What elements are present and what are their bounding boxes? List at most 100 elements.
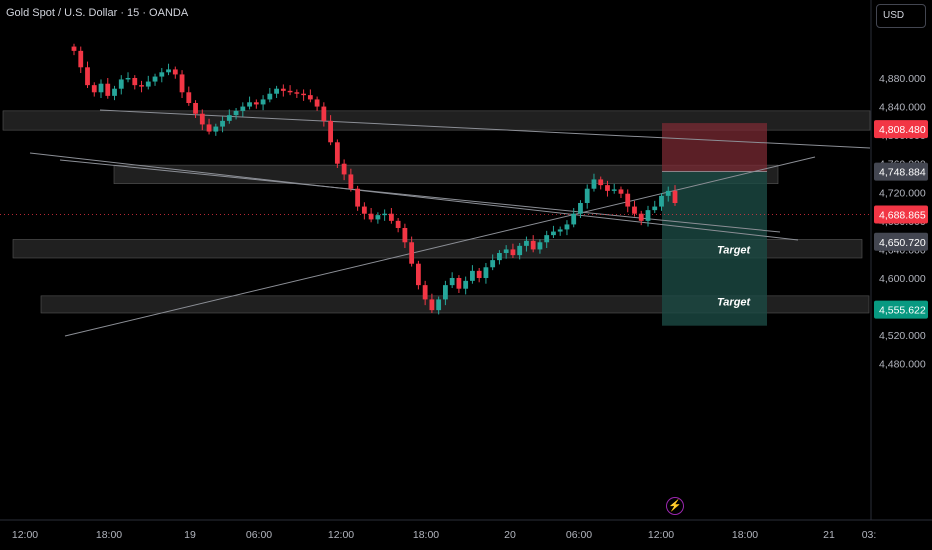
candle-body <box>280 88 286 91</box>
candle-body <box>611 189 617 191</box>
currency-selector[interactable]: USD <box>876 4 926 28</box>
candle-body <box>598 179 604 186</box>
candle-body <box>307 95 313 100</box>
candle-body <box>449 277 455 286</box>
candle-body <box>220 120 225 127</box>
x-tick-label: 06:00 <box>566 529 592 541</box>
candle-body <box>402 227 408 243</box>
candle-body <box>564 224 570 230</box>
candle-body <box>112 88 117 96</box>
candle-body <box>314 99 320 107</box>
y-tick-label: 4,600.000 <box>879 273 926 285</box>
candle-body <box>415 263 421 286</box>
candle-body <box>321 106 327 121</box>
zone-band <box>12 239 863 259</box>
candle-body <box>159 72 165 77</box>
candle-body <box>274 88 279 94</box>
price-label-text: 4,555.622 <box>879 305 926 317</box>
candle-body <box>395 220 401 228</box>
x-tick-label: 12:00 <box>12 529 38 541</box>
candle-body <box>422 285 428 300</box>
candle-body <box>456 277 462 289</box>
candle-body <box>361 206 367 214</box>
candle-body <box>105 83 111 96</box>
trend-line <box>29 152 799 241</box>
candle-body <box>240 106 246 111</box>
symbol-title: Gold Spot / U.S. Dollar · 15 · OANDA <box>6 7 189 19</box>
candle-body <box>247 102 252 107</box>
candle-body <box>544 235 550 243</box>
candle-body <box>605 185 610 191</box>
candle-body <box>672 190 678 203</box>
y-tick-label: 4,480.000 <box>879 359 926 371</box>
candle-body <box>179 74 185 93</box>
candle-body <box>213 126 219 132</box>
price-label-badge <box>874 162 928 181</box>
y-tick-label: 4,840.000 <box>879 102 926 114</box>
candle-body <box>625 193 631 207</box>
candle-body <box>125 78 131 80</box>
candle-body <box>530 240 536 250</box>
candle-body <box>145 81 151 87</box>
candle-body <box>328 120 334 143</box>
x-tick-label: 21 <box>823 529 835 541</box>
candle-body <box>375 215 381 220</box>
candle-body <box>334 142 340 164</box>
candle-body <box>139 85 144 87</box>
candle-body <box>98 83 104 93</box>
candle-body <box>186 92 192 103</box>
candle-body <box>665 190 671 196</box>
candle-body <box>388 213 394 221</box>
candle-body <box>409 242 415 264</box>
candle-body <box>301 93 306 96</box>
candle-body <box>172 69 178 75</box>
x-tick-label: 06:00 <box>246 529 272 541</box>
candle-body <box>85 67 90 86</box>
y-tick-label: 4,880.000 <box>879 73 926 85</box>
candle-body <box>382 213 388 216</box>
candle-body <box>497 252 502 261</box>
x-tick-label: 18:00 <box>732 529 758 541</box>
price-label-text: 4,650.720 <box>879 237 926 249</box>
candle-body <box>524 240 529 246</box>
candle-body <box>551 231 556 236</box>
candle-body <box>645 210 651 221</box>
x-tick-label: 20 <box>504 529 516 541</box>
candle-body <box>294 92 300 94</box>
target-label: Target <box>717 244 752 256</box>
candle-body <box>260 99 266 105</box>
candle-body <box>348 174 354 189</box>
candle-body <box>368 213 374 220</box>
candle-body <box>226 115 232 121</box>
price-label-badge <box>874 205 928 224</box>
x-tick-label: 12:00 <box>328 529 354 541</box>
candle-body <box>287 90 293 93</box>
price-label-badge <box>874 120 928 139</box>
stop-loss-zone <box>662 123 767 172</box>
candle-body <box>578 202 583 214</box>
candle-body <box>510 249 516 256</box>
x-tick-label: 18:00 <box>96 529 122 541</box>
lightning-icon[interactable]: ⚡ <box>666 497 684 515</box>
y-tick-label: 4,720.000 <box>879 187 926 199</box>
candle-body <box>584 188 590 203</box>
candle-body <box>503 249 509 253</box>
candle-body <box>632 206 637 214</box>
candle-body <box>206 124 212 132</box>
x-tick-label: 03: <box>862 529 877 541</box>
candle-body <box>193 102 198 114</box>
candle-body <box>91 85 97 93</box>
price-label-text: 4,808.480 <box>879 124 926 136</box>
candle-body <box>118 79 124 89</box>
candle-body <box>483 267 489 278</box>
candle-body <box>71 46 77 51</box>
x-tick-label: 12:00 <box>648 529 674 541</box>
price-label-text: 4,748.884 <box>879 167 926 179</box>
candle-body <box>166 69 171 73</box>
candle-body <box>443 285 448 300</box>
candle-body <box>490 260 496 268</box>
candle-body <box>436 299 442 311</box>
candle-body <box>429 299 435 311</box>
